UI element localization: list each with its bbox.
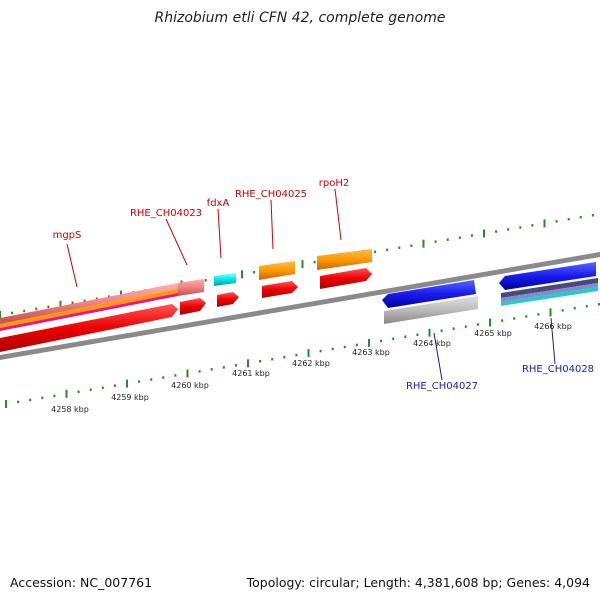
genome-backbone bbox=[0, 252, 600, 360]
gene-block-fdxa[interactable] bbox=[214, 273, 236, 286]
label-rhe-ch04023[interactable]: RHE_CH04023 bbox=[130, 208, 202, 219]
leader-rhe-ch04023 bbox=[165, 218, 188, 266]
cds-arrow-fdxa[interactable] bbox=[217, 292, 239, 307]
cds-arrow-rpoh2[interactable] bbox=[320, 268, 372, 289]
kbp-label: 4265 kbp bbox=[474, 329, 512, 338]
accession-text: Accession: NC_007761 bbox=[10, 575, 153, 590]
map-title: Rhizobium etli CFN 42, complete genome bbox=[154, 10, 446, 26]
leader-rhe-ch04027 bbox=[433, 332, 443, 381]
label-fdxa[interactable]: fdxA bbox=[207, 198, 230, 209]
leader-rhe-ch04025 bbox=[270, 199, 274, 250]
kbp-label: 4260 kbp bbox=[171, 381, 209, 390]
gene-arrow-rhe-ch04028[interactable] bbox=[499, 262, 596, 290]
cds-arrow-rhe-ch04023[interactable] bbox=[180, 298, 206, 315]
gene-arrow-rhe-ch04027[interactable] bbox=[382, 280, 476, 308]
topology-text: Topology: circular; Length: 4,381,608 bp… bbox=[246, 575, 590, 590]
gene-block-rhe-ch04027-grey[interactable] bbox=[384, 296, 478, 324]
label-rhe-ch04027[interactable]: RHE_CH04027 bbox=[406, 381, 478, 392]
kbp-label: 4266 kbp bbox=[534, 322, 572, 331]
cds-arrow-rhe-ch04025[interactable] bbox=[262, 281, 298, 298]
kbp-label: 4261 kbp bbox=[232, 369, 270, 378]
lower-tick-row bbox=[5, 303, 600, 408]
forward-track-band bbox=[0, 283, 178, 331]
cds-arrow-left[interactable] bbox=[0, 304, 178, 352]
kbp-label: 4258 kbp bbox=[51, 405, 89, 414]
label-rpoh2[interactable]: rpoH2 bbox=[319, 178, 349, 189]
gene-block-rhe-ch04028-stack[interactable] bbox=[501, 278, 598, 306]
gene-block-rpoh2[interactable] bbox=[317, 249, 372, 270]
kbp-label: 4259 kbp bbox=[111, 393, 149, 402]
leader-fdxa bbox=[217, 208, 222, 259]
label-rhe-ch04025[interactable]: RHE_CH04025 bbox=[235, 189, 307, 200]
leader-rhe-ch04028 bbox=[550, 317, 556, 365]
kbp-label: 4263 kbp bbox=[352, 348, 390, 357]
gene-block-mgpS[interactable] bbox=[178, 279, 204, 296]
leader-mgps bbox=[66, 243, 78, 288]
leader-rpoh2 bbox=[334, 188, 342, 241]
label-mgps[interactable]: mgpS bbox=[53, 230, 82, 241]
kbp-label: 4264 kbp bbox=[413, 339, 451, 348]
label-rhe-ch04028[interactable]: RHE_CH04028 bbox=[522, 364, 594, 375]
gene-block-rhe-ch04025[interactable] bbox=[259, 261, 295, 280]
kbp-label: 4262 kbp bbox=[292, 359, 330, 368]
